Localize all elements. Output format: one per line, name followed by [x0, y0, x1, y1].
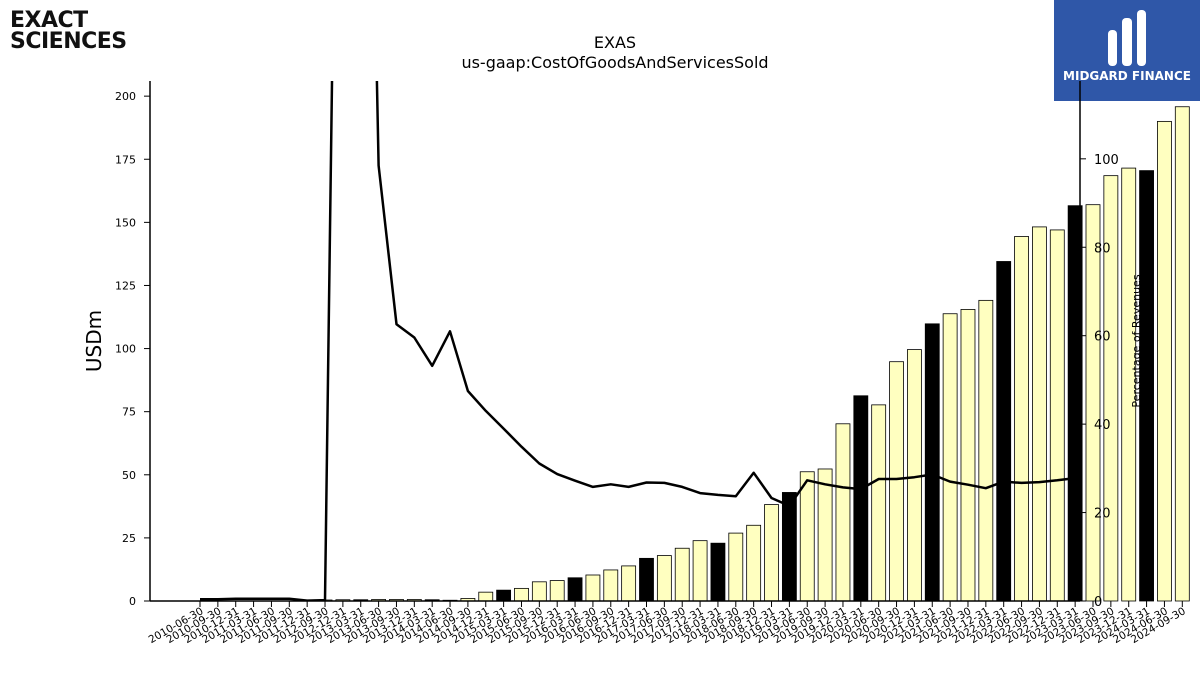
bar: [889, 361, 904, 602]
bar: [531, 581, 547, 602]
midgard-finance-logo: MIDGARD FINANCE: [1054, 0, 1200, 101]
y-tick-label: 125: [115, 279, 136, 292]
exact-sciences-logo: EXACT SCIENCES: [10, 8, 127, 54]
logo-line-2: SCIENCES: [10, 29, 127, 54]
midgard-mark-icon: [1108, 10, 1146, 66]
y2-tick-label: 0: [1094, 595, 1102, 610]
bar: [960, 309, 976, 602]
y-tick-label: 200: [115, 90, 136, 103]
bar: [478, 591, 494, 602]
line-series: [200, 81, 1076, 601]
bar: [799, 471, 815, 602]
bar: [674, 547, 690, 602]
bar: [549, 580, 565, 602]
y2-tick-label: 20: [1094, 507, 1111, 522]
y2-tick-label: 100: [1094, 153, 1119, 168]
bar: [1032, 226, 1047, 602]
bar: [746, 524, 762, 602]
bar: [1085, 204, 1101, 602]
bar: [1157, 120, 1172, 602]
bar: [567, 577, 583, 602]
bar: [656, 555, 672, 602]
bar: [585, 574, 601, 602]
bar: [1174, 106, 1190, 602]
bar: [781, 492, 797, 602]
chart-title: EXAS: [594, 33, 636, 52]
bar: [496, 589, 512, 602]
percentage-line: [200, 81, 1076, 601]
chart-subtitle: us-gaap:CostOfGoodsAndServicesSold: [461, 53, 768, 72]
bar: [1014, 236, 1029, 602]
axes: 02550751001251501752000204060801002010-0…: [115, 81, 1188, 646]
bar: [996, 261, 1012, 602]
bar: [853, 395, 869, 602]
midgard-finance-label: MIDGARD FINANCE: [1063, 69, 1191, 83]
y-tick-label: 25: [122, 532, 136, 545]
bar: [942, 313, 958, 602]
logo-line-1: EXACT: [10, 8, 88, 33]
y-tick-label: 150: [115, 216, 136, 229]
bar-series: [317, 106, 1190, 602]
y-tick-label: 50: [122, 469, 136, 482]
bar: [692, 540, 708, 602]
y-tick-label: 175: [115, 153, 136, 166]
bar: [603, 569, 619, 602]
y-axis-label: USDm: [82, 310, 106, 372]
bar: [1049, 229, 1065, 602]
y-tick-label: 0: [129, 595, 136, 608]
bar: [639, 557, 654, 602]
y-tick-label: 75: [122, 406, 136, 419]
bar: [1103, 175, 1119, 602]
bar: [871, 404, 887, 602]
bar: [514, 587, 529, 602]
bar: [728, 532, 744, 602]
y-tick-label: 100: [115, 343, 136, 356]
y2-tick-label: 40: [1094, 418, 1111, 433]
bar: [978, 299, 994, 602]
bar: [924, 323, 940, 602]
y2-tick-label: 60: [1094, 330, 1111, 345]
bar: [764, 504, 779, 602]
bar: [621, 565, 637, 602]
bar: [710, 542, 726, 602]
bar: [835, 423, 851, 602]
bar: [817, 468, 833, 602]
y2-axis-label: Percentage of Revenues: [1130, 274, 1143, 407]
y2-tick-label: 80: [1094, 241, 1111, 256]
